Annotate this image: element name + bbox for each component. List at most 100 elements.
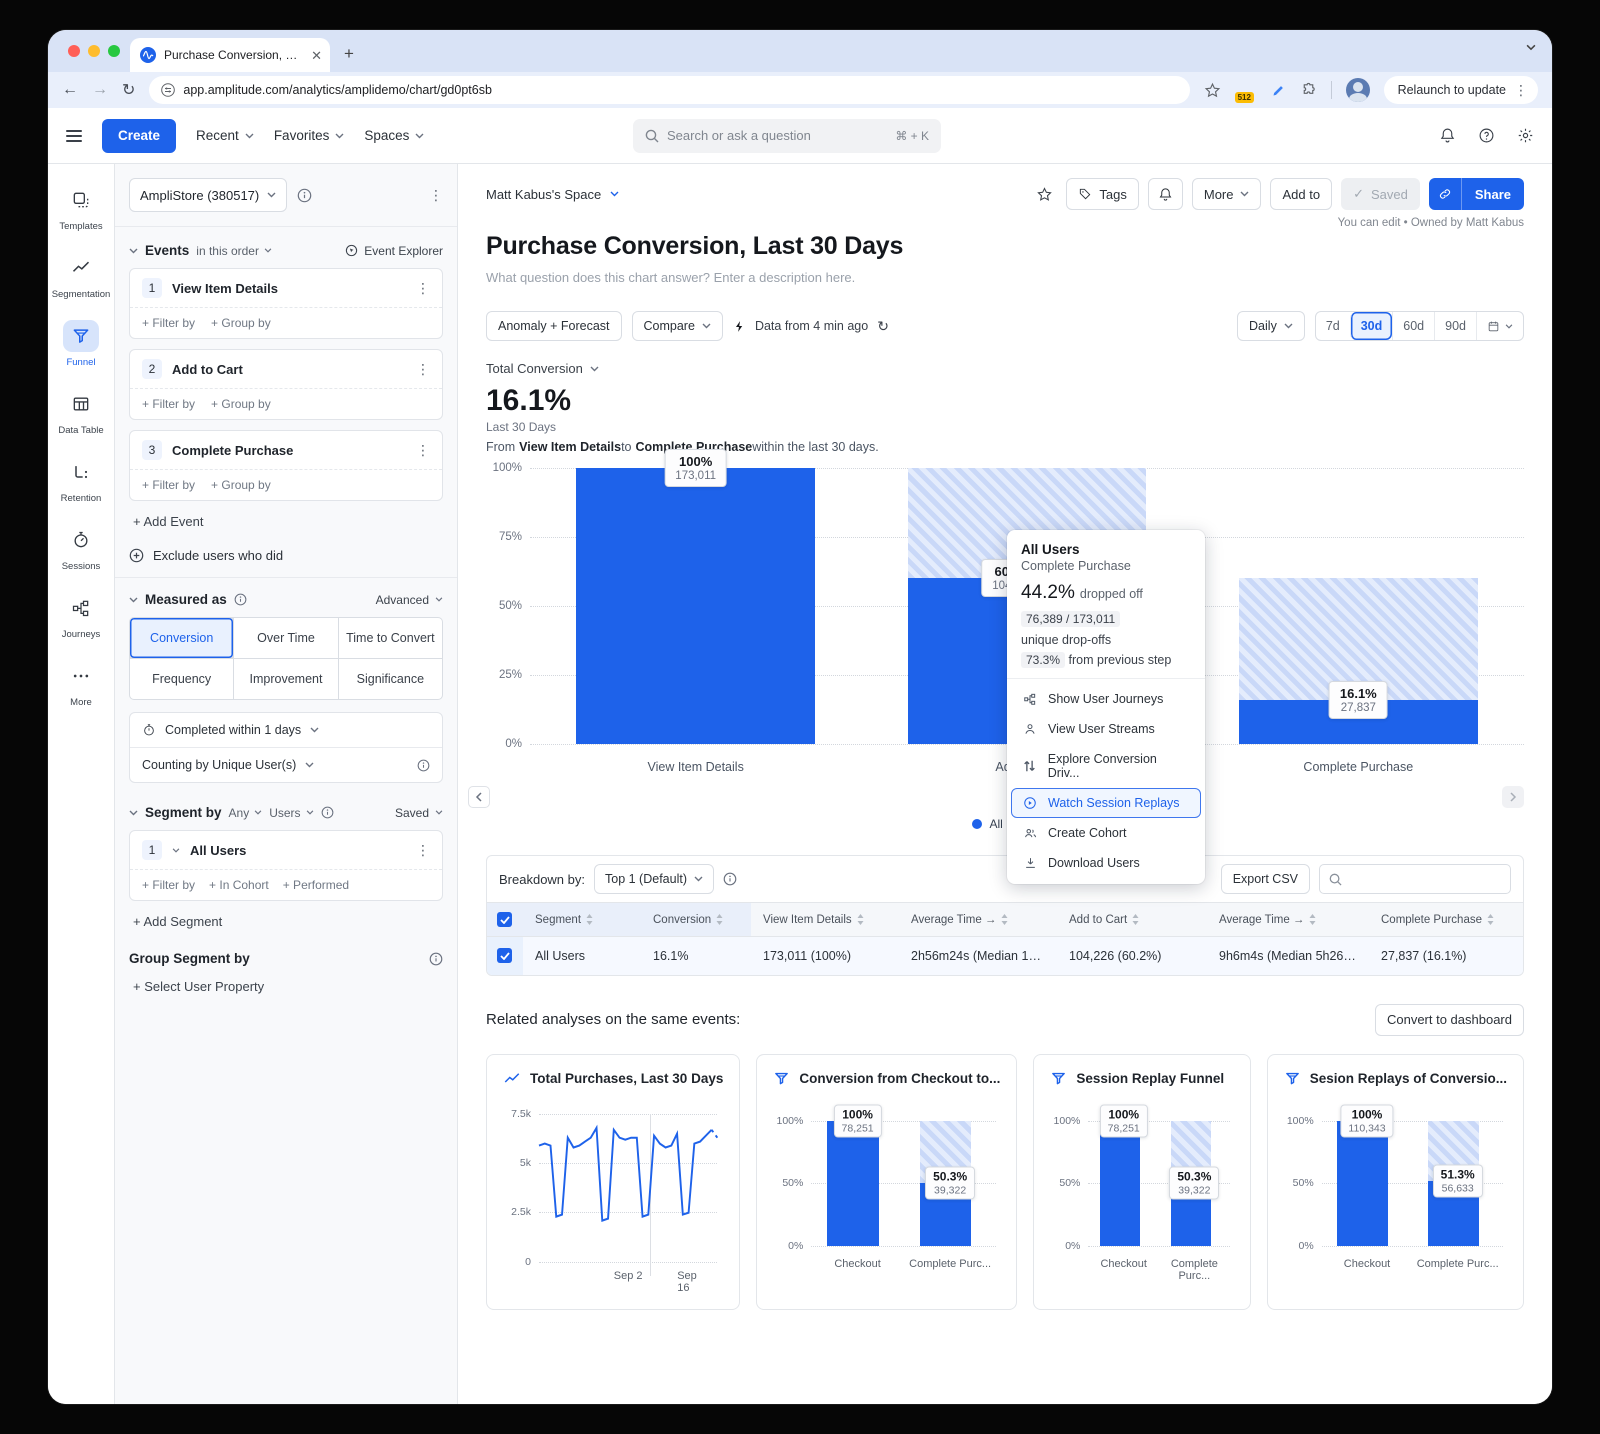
nav-favorites[interactable]: Favorites: [274, 128, 345, 143]
info-icon[interactable]: [723, 872, 737, 886]
custom-date-button[interactable]: [1476, 312, 1523, 340]
menu-view-user-streams[interactable]: View User Streams: [1011, 714, 1201, 744]
sort-icon[interactable]: [716, 914, 723, 925]
breakdown-top-select[interactable]: Top 1 (Default): [594, 864, 714, 894]
menu-explore-conversion-drivers[interactable]: Explore Conversion Driv...: [1011, 744, 1201, 788]
close-window-button[interactable]: [68, 45, 80, 57]
profile-avatar[interactable]: [1345, 78, 1370, 102]
event-name[interactable]: Complete Purchase: [172, 442, 294, 458]
rail-item-funnel[interactable]: Funnel: [50, 312, 112, 378]
space-breadcrumb[interactable]: Matt Kabus's Space: [486, 187, 619, 202]
metric-selector[interactable]: Total Conversion: [486, 361, 1524, 376]
counting-by-select[interactable]: Counting by Unique User(s): [130, 747, 442, 782]
convert-to-dashboard-button[interactable]: Convert to dashboard: [1374, 1003, 1524, 1036]
compare-button[interactable]: Compare: [631, 311, 723, 341]
reload-icon[interactable]: ↻: [122, 82, 136, 99]
info-icon[interactable]: [297, 188, 312, 203]
col-header-average-time-1[interactable]: Average Time →: [899, 902, 1057, 937]
exclude-users-link[interactable]: Exclude users who did: [129, 548, 443, 563]
maximize-window-button[interactable]: [108, 45, 120, 57]
nav-recent[interactable]: Recent: [196, 128, 254, 143]
global-search[interactable]: ⌘ + K: [633, 118, 941, 153]
funnel-bar-solid[interactable]: [1100, 1120, 1140, 1246]
rail-item-data-table[interactable]: Data Table: [50, 380, 112, 446]
funnel-bar-2[interactable]: 50.3% 39,322: [904, 1120, 997, 1246]
rail-item-segmentation[interactable]: Segmentation: [50, 244, 112, 310]
col-header-average-time-2[interactable]: Average Time →: [1207, 902, 1369, 937]
in-cohort-link[interactable]: + In Cohort: [209, 878, 269, 892]
info-icon[interactable]: [321, 806, 334, 819]
granularity-select[interactable]: Daily: [1237, 311, 1305, 341]
chart-legend[interactable]: All Users: [486, 817, 1524, 831]
rail-item-more[interactable]: More: [50, 652, 112, 718]
col-header-add-to-cart[interactable]: Add to Cart: [1057, 902, 1207, 937]
page-title[interactable]: Purchase Conversion, Last 30 Days: [486, 232, 904, 260]
hamburger-menu-icon[interactable]: [66, 127, 82, 145]
option-conversion[interactable]: Conversion: [130, 618, 234, 658]
segment-users-select[interactable]: Users: [269, 806, 313, 820]
event-kebab-icon[interactable]: ⋮: [416, 441, 430, 458]
datasource-kebab-icon[interactable]: ⋮: [429, 186, 443, 203]
collapse-chevron-icon[interactable]: [129, 597, 138, 603]
group-by-link[interactable]: + Group by: [211, 397, 271, 411]
funnel-bar-3[interactable]: 16.1% 27,837: [1193, 468, 1524, 744]
menu-download-users[interactable]: Download Users: [1011, 848, 1201, 878]
export-csv-button[interactable]: Export CSV: [1220, 864, 1310, 894]
event-name[interactable]: Add to Cart: [172, 361, 243, 377]
forward-icon[interactable]: →: [92, 81, 108, 98]
option-improvement[interactable]: Improvement: [234, 659, 338, 699]
menu-show-user-journeys[interactable]: Show User Journeys: [1011, 684, 1201, 714]
funnel-bar-1[interactable]: 100% 78,251: [1088, 1104, 1159, 1246]
rail-item-templates[interactable]: Templates: [50, 176, 112, 242]
range-7d[interactable]: 7d: [1325, 319, 1340, 333]
site-settings-icon[interactable]: [161, 83, 176, 97]
collapse-chevron-icon[interactable]: [129, 248, 138, 254]
notifications-bell-icon[interactable]: [1439, 127, 1456, 144]
description-placeholder[interactable]: What question does this chart answer? En…: [486, 270, 856, 285]
sort-icon[interactable]: [1487, 914, 1494, 925]
table-search-input[interactable]: [1319, 864, 1511, 894]
anomaly-forecast-button[interactable]: Anomaly + Forecast: [486, 311, 622, 341]
browser-tab[interactable]: Purchase Conversion, Last 30 ✕: [130, 38, 330, 72]
saved-segments-select[interactable]: Saved: [395, 806, 443, 820]
tags-button[interactable]: Tags: [1066, 178, 1139, 210]
group-by-link[interactable]: + Group by: [211, 478, 271, 492]
funnel-bar-solid[interactable]: [827, 1120, 879, 1246]
extensions-puzzle-icon[interactable]: [1300, 82, 1317, 99]
event-name[interactable]: View Item Details: [172, 280, 278, 296]
tab-close-icon[interactable]: ✕: [311, 47, 322, 63]
funnel-bar-solid[interactable]: [1337, 1120, 1388, 1246]
lightning-icon[interactable]: [733, 319, 746, 334]
option-time-to-convert[interactable]: Time to Convert: [338, 618, 442, 658]
sort-icon[interactable]: [1001, 914, 1008, 925]
funnel-bar-1[interactable]: 100% 78,251: [811, 1104, 904, 1246]
menu-watch-session-replays[interactable]: Watch Session Replays: [1011, 788, 1201, 818]
sort-icon[interactable]: [1132, 914, 1139, 925]
collapse-chevron-icon[interactable]: [129, 810, 138, 816]
rail-item-journeys[interactable]: Journeys: [50, 584, 112, 650]
info-icon[interactable]: [417, 759, 430, 772]
refresh-icon[interactable]: ↻: [877, 317, 889, 334]
related-card-total-purchases[interactable]: Total Purchases, Last 30 Days 7.5k 5k 2.5k…: [486, 1053, 741, 1310]
filter-by-link[interactable]: + Filter by: [142, 397, 196, 411]
completed-within-select[interactable]: Completed within 1 days: [130, 713, 442, 747]
rail-item-retention[interactable]: Retention: [50, 448, 112, 514]
add-event-link[interactable]: + Add Event: [133, 514, 204, 529]
event-explorer-button[interactable]: Event Explorer: [345, 244, 443, 258]
funnel-bar-solid[interactable]: [576, 468, 815, 744]
funnel-bar-2[interactable]: 50.3% 39,322: [1159, 1120, 1230, 1246]
select-user-property-link[interactable]: + Select User Property: [133, 979, 265, 994]
related-card-session-replay-funnel[interactable]: Session Replay Funnel 100% 50% 0% 100% 78,25…: [1033, 1053, 1251, 1310]
range-60d[interactable]: 60d: [1392, 312, 1434, 340]
select-all-checkbox[interactable]: [487, 902, 523, 937]
col-header-segment[interactable]: Segment: [523, 902, 641, 937]
favorite-star-button[interactable]: [1032, 178, 1058, 210]
event-kebab-icon[interactable]: ⋮: [416, 360, 430, 377]
copy-link-icon[interactable]: [1429, 178, 1462, 210]
back-icon[interactable]: ←: [62, 81, 78, 98]
notifications-button[interactable]: [1147, 178, 1183, 210]
info-icon[interactable]: [234, 593, 247, 606]
funnel-bar-1[interactable]: 100% 110,343: [1322, 1104, 1413, 1246]
segment-kebab-icon[interactable]: ⋮: [416, 841, 430, 858]
create-button[interactable]: Create: [102, 118, 177, 153]
